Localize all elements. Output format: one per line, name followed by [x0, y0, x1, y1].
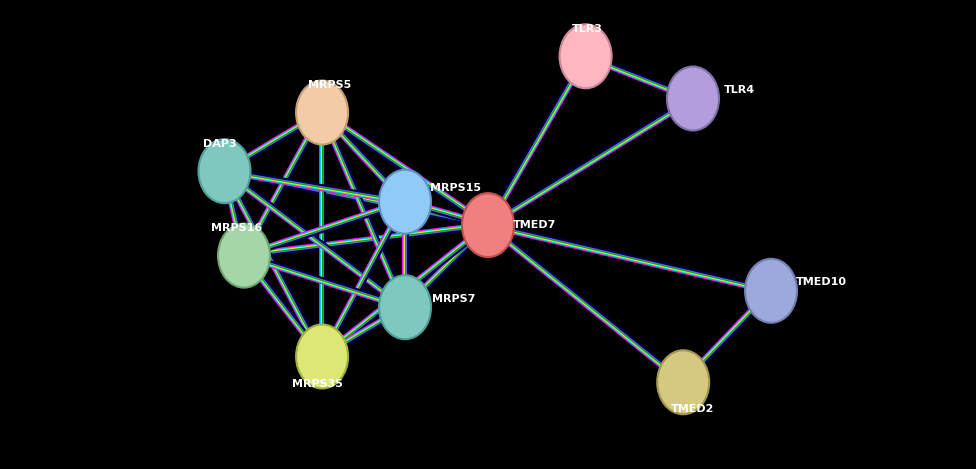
Ellipse shape [559, 24, 612, 88]
Ellipse shape [296, 81, 348, 144]
Text: MRPS7: MRPS7 [432, 294, 475, 304]
Text: MRPS16: MRPS16 [211, 223, 262, 234]
Text: TLR4: TLR4 [724, 85, 755, 95]
Ellipse shape [296, 325, 348, 388]
Text: TMED2: TMED2 [671, 404, 714, 415]
Ellipse shape [379, 170, 431, 234]
Text: MRPS5: MRPS5 [308, 80, 351, 91]
Text: DAP3: DAP3 [203, 139, 236, 149]
Ellipse shape [379, 275, 431, 339]
Ellipse shape [462, 193, 514, 257]
Ellipse shape [218, 224, 270, 287]
Ellipse shape [667, 67, 719, 130]
Text: TMED10: TMED10 [796, 277, 847, 287]
Text: TLR3: TLR3 [572, 24, 603, 34]
Ellipse shape [198, 139, 251, 203]
Ellipse shape [657, 350, 710, 414]
Ellipse shape [745, 259, 797, 323]
Text: MRPS15: MRPS15 [430, 182, 481, 193]
Text: TMED7: TMED7 [513, 220, 556, 230]
Text: MRPS35: MRPS35 [292, 378, 343, 389]
